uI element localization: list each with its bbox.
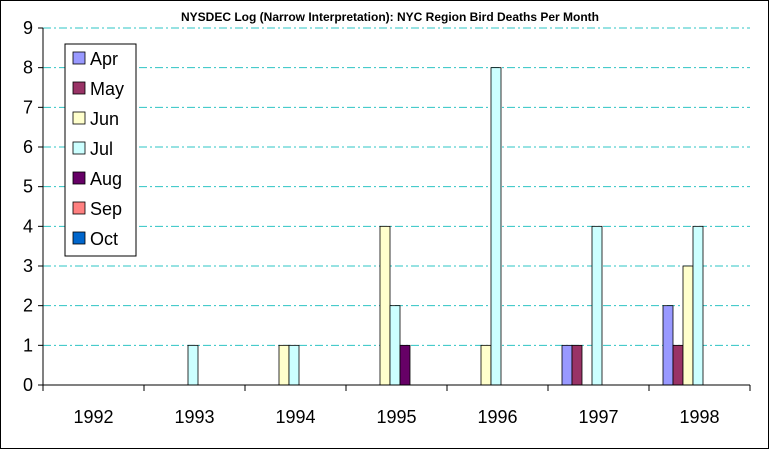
y-tick-label: 1: [23, 335, 33, 355]
x-tick-label: 1994: [275, 407, 315, 427]
legend-label-oct: Oct: [90, 229, 118, 249]
y-tick-label: 0: [23, 375, 33, 395]
gridlines: [43, 27, 750, 346]
legend-swatch-jun: [72, 111, 86, 125]
bar-jul-1998: [692, 225, 704, 386]
x-tick-label: 1996: [477, 407, 517, 427]
legend-swatch-oct: [72, 231, 86, 245]
legend-label-sep: Sep: [90, 199, 122, 219]
bar-aug-1995: [399, 344, 411, 386]
y-tick-label: 9: [23, 18, 33, 38]
x-tick-label: 1993: [174, 407, 214, 427]
axes: [42, 28, 751, 391]
legend-swatch-aug: [72, 171, 86, 185]
bar-jun-1996: [480, 344, 492, 386]
legend-label-apr: Apr: [90, 49, 118, 69]
y-tick-label: 3: [23, 256, 33, 276]
legend-label-jul: Jul: [90, 139, 113, 159]
chart-title: NYSDEC Log (Narrow Interpretation): NYC …: [181, 10, 599, 24]
bars: [187, 67, 704, 386]
bar-jul-1993: [187, 344, 199, 386]
legend-swatch-jul: [72, 141, 86, 155]
bar-jul-1995: [389, 305, 401, 386]
x-tick-label: 1995: [376, 407, 416, 427]
legend-label-aug: Aug: [90, 169, 122, 189]
legend-swatch-sep: [72, 201, 86, 215]
y-tick-label: 8: [23, 58, 33, 78]
legend-label-jun: Jun: [90, 109, 119, 129]
bar-jul-1996: [490, 67, 502, 386]
legend-swatch-apr: [72, 51, 86, 65]
bar-jul-1994: [288, 344, 300, 386]
legend: Apr May Jun Jul Aug Sep Oct: [64, 43, 137, 257]
bar-may-1998: [672, 344, 684, 386]
y-tick-label: 7: [23, 97, 33, 117]
y-tick-label: 6: [23, 137, 33, 157]
bar-apr-1997: [561, 344, 573, 386]
x-tick-label: 1992: [73, 407, 113, 427]
bar-may-1997: [571, 344, 583, 386]
legend-label-may: May: [90, 79, 124, 99]
y-tick-label: 5: [23, 177, 33, 197]
bar-apr-1998: [662, 305, 674, 386]
x-tick-label: 1998: [679, 407, 719, 427]
y-tick-label: 4: [23, 216, 33, 236]
bar-jun-1994: [278, 344, 290, 386]
y-tick-label: 2: [23, 296, 33, 316]
bar-jul-1997: [591, 225, 603, 386]
y-axis-ticks: 0 1 2 3 4 5 6 7 8 9: [23, 18, 43, 395]
x-axis-ticks: 1992 1993 1994 1995 1996 1997 1998: [73, 407, 719, 427]
x-tick-label: 1997: [578, 407, 618, 427]
bar-jun-1995: [379, 225, 391, 386]
legend-swatch-may: [72, 81, 86, 95]
bar-jun-1998: [682, 265, 694, 386]
